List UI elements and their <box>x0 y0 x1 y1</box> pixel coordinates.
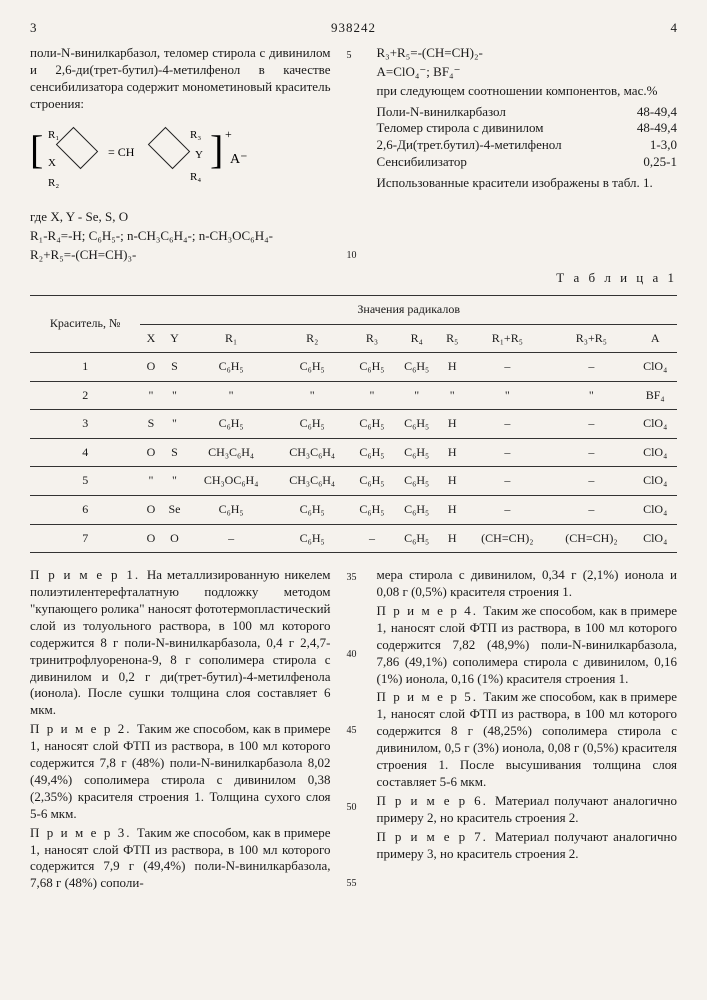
page-num-left: 3 <box>30 20 37 37</box>
table-row: 3S"C₆H₅C₆H₅C₆H₅C₆H₅H––ClO₄ <box>30 410 677 439</box>
svg-text:R₄: R₄ <box>190 171 201 183</box>
example-para: П р и м е р 6. Материал получают аналоги… <box>377 793 678 827</box>
table-row: 2"""""""""BF₄ <box>30 381 677 410</box>
svg-text:= CH: = CH <box>108 145 135 159</box>
page-header: 3 938242 4 <box>30 20 677 37</box>
svg-text:+: + <box>225 127 232 141</box>
example-label: П р и м е р 4. <box>377 603 484 618</box>
top-columns: поли-N-винилкарбазол, теломер стирола с … <box>30 45 677 266</box>
examples-left: П р и м е р 1. На металлизированную нике… <box>30 567 331 894</box>
example-label: П р и м е р 2. <box>30 721 137 736</box>
col-dye-num: Краситель, № <box>30 295 140 352</box>
comp-row: Теломер стирола с дивинилом48-49,4 <box>377 120 678 137</box>
example-label: П р и м е р 7. <box>377 829 495 844</box>
table-row: 6OSeC₆H₅C₆H₅C₆H₅C₆H₅H––ClO₄ <box>30 496 677 525</box>
line-marker: 5 <box>347 49 361 62</box>
line-marker: 50 <box>347 801 361 814</box>
formula-r1: R₁-R₄=-H; C₆H₅-; n-CH₃C₆H₄-; n-CH₃OC₆H₄- <box>30 228 331 245</box>
table-body: 1OSC₆H₅C₆H₅C₆H₅C₆H₅H––ClO₄2"""""""""BF₄3… <box>30 353 677 553</box>
ratio-line: при следующем соотношении компонентов, м… <box>377 83 678 100</box>
line-marker: 45 <box>347 724 361 737</box>
svg-text:R₁: R₁ <box>48 129 59 141</box>
svg-text:A⁻: A⁻ <box>230 152 248 167</box>
components-list: Поли-N-винилкарбазол48-49,4 Теломер стир… <box>377 104 678 172</box>
table-row: 1OSC₆H₅C₆H₅C₆H₅C₆H₅H––ClO₄ <box>30 353 677 382</box>
line-numbers-top: 5 10 <box>347 45 361 266</box>
example-para: мера стирола с дивинилом, 0,34 г (2,1%) … <box>377 567 678 601</box>
top-left-col: поли-N-винилкарбазол, теломер стирола с … <box>30 45 331 266</box>
example-label: П р и м е р 5. <box>377 689 484 704</box>
example-para: П р и м е р 3. Таким же способом, как в … <box>30 825 331 893</box>
line-marker: 10 <box>347 249 361 262</box>
svg-text:Y: Y <box>195 149 203 161</box>
examples-right: мера стирола с дивинилом, 0,34 г (2,1%) … <box>377 567 678 894</box>
formula-where: где X, Y - Se, S, O <box>30 209 331 226</box>
table-row: 4OSCH₃C₆H₄CH₃C₆H₄C₆H₅C₆H₅H––ClO₄ <box>30 438 677 467</box>
example-label: П р и м е р 6. <box>377 793 495 808</box>
line-marker: 35 <box>347 571 361 584</box>
comp-row: 2,6-Ди(трет.бутил)-4-метилфенол1-3,0 <box>377 137 678 154</box>
example-text: На металлизированную никелем полиэтилент… <box>30 567 331 717</box>
group-header: Значения радикалов <box>140 295 677 324</box>
example-text: мера стирола с дивинилом, 0,34 г (2,1%) … <box>377 567 678 599</box>
top-right-col: R₃+R₅=-(CH=CH)₂- A=ClO₄⁻; BF₄⁻ при следу… <box>377 45 678 266</box>
radicals-table: Краситель, № Значения радикалов X Y R₁ R… <box>30 295 677 553</box>
table-row: 5""CH₃OC₆H₄CH₃C₆H₄C₆H₅C₆H₅H––ClO₄ <box>30 467 677 496</box>
formula-r2: R₂+R₅=-(CH=CH)₃- <box>30 247 331 264</box>
line-numbers-bottom: 35 40 45 50 55 <box>347 567 361 894</box>
example-para: П р и м е р 7. Материал получают аналоги… <box>377 829 678 863</box>
table-row: 7OO–C₆H₅–C₆H₅H(CH=CH)₂(CH=CH)₂ClO₄ <box>30 524 677 553</box>
r3r5-line: R₃+R₅=-(CH=CH)₂- <box>377 45 678 62</box>
example-para: П р и м е р 5. Таким же способом, как в … <box>377 689 678 790</box>
page-num-right: 4 <box>671 20 678 37</box>
dyes-note: Использованные красители изображены в та… <box>377 175 678 192</box>
line-marker: 40 <box>347 648 361 661</box>
svg-text:X: X <box>48 157 56 169</box>
intro-text: поли-N-винилкарбазол, теломер стирола с … <box>30 45 331 113</box>
comp-row: Сенсибилизатор0,25-1 <box>377 154 678 171</box>
a-line: A=ClO₄⁻; BF₄⁻ <box>377 64 678 81</box>
example-para: П р и м е р 2. Таким же способом, как в … <box>30 721 331 822</box>
svg-text:]: ] <box>210 127 223 172</box>
svg-text:R₃: R₃ <box>190 129 201 141</box>
svg-text:R₂: R₂ <box>48 177 59 189</box>
example-label: П р и м е р 1. <box>30 567 147 582</box>
comp-row: Поли-N-винилкарбазол48-49,4 <box>377 104 678 121</box>
table-caption: Т а б л и ц а 1 <box>30 270 677 287</box>
svg-text:[: [ <box>30 127 43 172</box>
example-label: П р и м е р 3. <box>30 825 137 840</box>
doc-number: 938242 <box>331 20 376 37</box>
example-para: П р и м е р 1. На металлизированную нике… <box>30 567 331 719</box>
examples-columns: П р и м е р 1. На металлизированную нике… <box>30 567 677 894</box>
line-marker: 55 <box>347 877 361 890</box>
example-para: П р и м е р 4. Таким же способом, как в … <box>377 603 678 687</box>
structure-formula: [ R₁ X R₂ = CH R₃ Y R₄ ] + A⁻ <box>30 118 331 203</box>
